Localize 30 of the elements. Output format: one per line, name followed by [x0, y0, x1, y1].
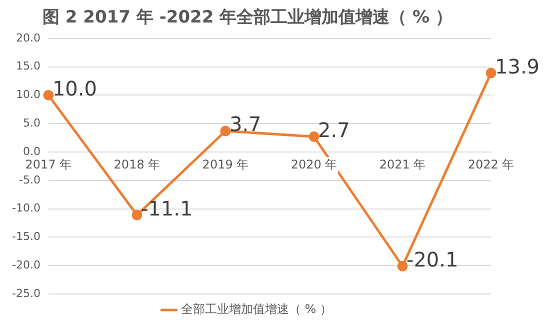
data-label: 10.0 — [52, 76, 97, 100]
x-tick-label: 2021 年 — [379, 157, 426, 172]
point — [486, 68, 496, 78]
y-tick-label: -5.0 — [18, 173, 40, 186]
y-tick-label: -15.0 — [12, 230, 40, 244]
x-tick-label: 2017 年 — [25, 157, 72, 172]
y-tick-label: 20.0 — [16, 31, 40, 44]
point — [397, 260, 408, 272]
point — [308, 131, 320, 142]
y-tick-label: 5.0 — [22, 116, 40, 130]
chart-title: 图 2 2017 年 -2022 年全部工业增加值增速（ % ） — [42, 8, 452, 28]
data-label: 3.7 — [229, 112, 262, 136]
point — [43, 90, 54, 100]
y-tick-label: 10.0 — [16, 88, 40, 102]
data-label: 13.9 — [495, 54, 540, 78]
x-tick-label: 2018 年 — [114, 157, 160, 172]
y-tick-label: 15.0 — [16, 60, 40, 73]
legend-label: 全部工业增加值增速（ % ） — [180, 302, 332, 316]
x-tick-label: 2020 年 — [290, 157, 338, 172]
x-tick-label: 2022 年 — [468, 157, 514, 172]
y-tick-label: -25.0 — [12, 286, 40, 300]
data-label: -20.1 — [406, 247, 458, 272]
data-label: 2.7 — [318, 118, 350, 142]
x-tick-label: 2019 年 — [202, 157, 249, 172]
y-tick-label: 0.0 — [22, 144, 40, 158]
y-tick-label: -20.0 — [12, 258, 40, 272]
data-label: -11.1 — [140, 196, 193, 220]
point — [132, 210, 142, 220]
y-tick-label: -10.0 — [12, 202, 40, 215]
point — [220, 126, 231, 136]
